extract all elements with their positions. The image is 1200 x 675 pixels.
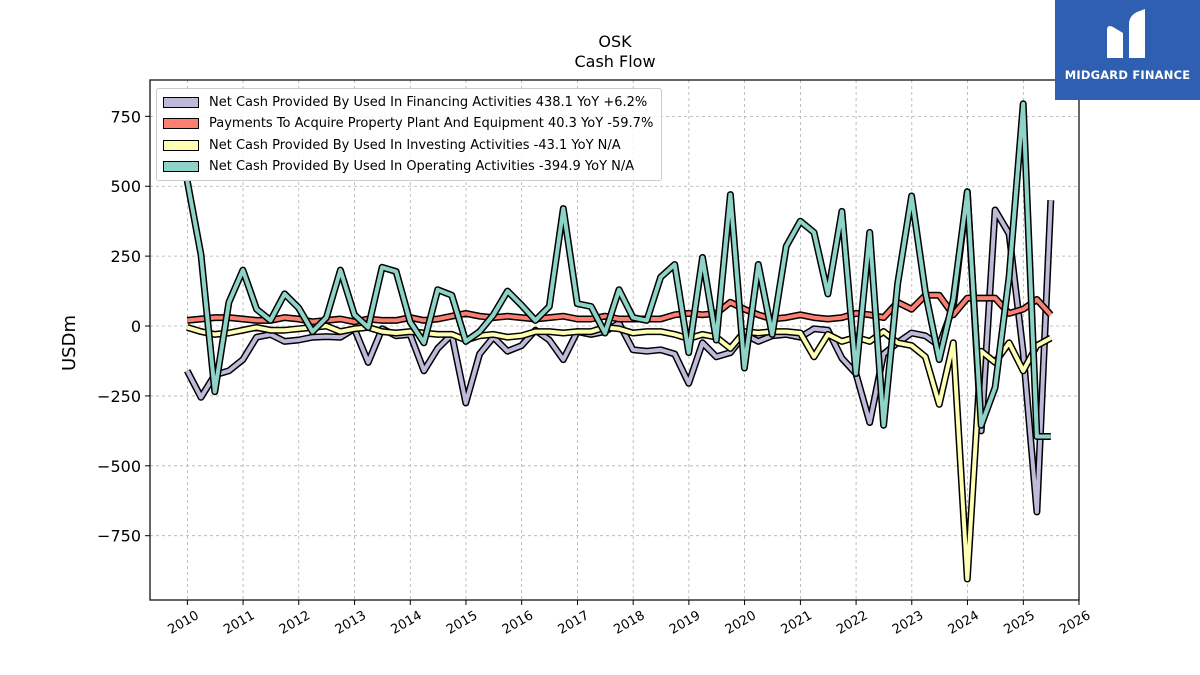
y-tick-label-250: 250 (110, 247, 141, 266)
x-tick-label-2017: 2017 (556, 608, 592, 638)
x-tick-label-2010: 2010 (166, 608, 202, 638)
chart-subtitle: Cash Flow (574, 52, 655, 71)
legend-entry-operating: Net Cash Provided By Used In Operating A… (163, 156, 653, 177)
chart-legend: Net Cash Provided By Used In Financing A… (156, 88, 663, 182)
brand-logo: MIDGARD FINANCE (1055, 0, 1200, 100)
y-tick-label-500: 500 (110, 177, 141, 196)
legend-label-capex: Payments To Acquire Property Plant And E… (209, 116, 654, 132)
x-tick-label-2019: 2019 (667, 608, 703, 638)
series-line-investing-outline (186, 322, 1053, 583)
y-axis-label: USDm (59, 315, 80, 371)
x-tick-label-2024: 2024 (946, 608, 982, 638)
legend-label-financing: Net Cash Provided By Used In Financing A… (209, 95, 648, 111)
x-tick-label-2020: 2020 (723, 608, 759, 638)
legend-swatch-capex (163, 118, 199, 130)
x-tick-label-2012: 2012 (277, 608, 313, 638)
x-tick-label-2022: 2022 (834, 608, 870, 638)
x-tick-label-2021: 2021 (779, 608, 815, 638)
x-tick-label-2026: 2026 (1057, 608, 1093, 638)
x-tick-label-2013: 2013 (333, 608, 369, 638)
legend-entry-capex: Payments To Acquire Property Plant And E… (163, 113, 653, 134)
x-tick-label-2025: 2025 (1001, 608, 1037, 638)
legend-label-operating: Net Cash Provided By Used In Operating A… (209, 159, 635, 175)
y-tick-label-750: 750 (110, 107, 141, 126)
series-line-operating (185, 101, 1051, 439)
series-line-capex (186, 293, 1053, 324)
legend-swatch-operating (163, 161, 199, 173)
series-line-investing (186, 324, 1052, 581)
legend-swatch-investing (163, 139, 199, 151)
legend-label-investing: Net Cash Provided By Used In Investing A… (209, 137, 621, 153)
x-tick-label-2023: 2023 (890, 608, 926, 638)
x-tick-label-2018: 2018 (611, 608, 647, 638)
brand-mark-icon (1107, 9, 1145, 58)
y-tick-label--250: −250 (97, 387, 141, 406)
y-tick-label-0: 0 (131, 317, 141, 336)
legend-swatch-financing (163, 97, 199, 109)
chart-title: OSK (598, 32, 632, 51)
x-tick-label-2016: 2016 (500, 608, 536, 638)
y-tick-label--750: −750 (97, 527, 141, 546)
x-tick-label-2015: 2015 (444, 608, 480, 638)
brand-name: MIDGARD FINANCE (1064, 68, 1191, 82)
legend-entry-financing: Net Cash Provided By Used In Financing A… (163, 92, 653, 113)
series-lines (183, 100, 1055, 583)
x-tick-label-2014: 2014 (388, 608, 424, 638)
x-tick-label-2011: 2011 (221, 608, 257, 638)
plot-frame (149, 79, 1080, 601)
legend-entry-investing: Net Cash Provided By Used In Investing A… (163, 135, 653, 156)
y-tick-label--500: −500 (97, 457, 141, 476)
series-line-financing (185, 189, 1053, 514)
